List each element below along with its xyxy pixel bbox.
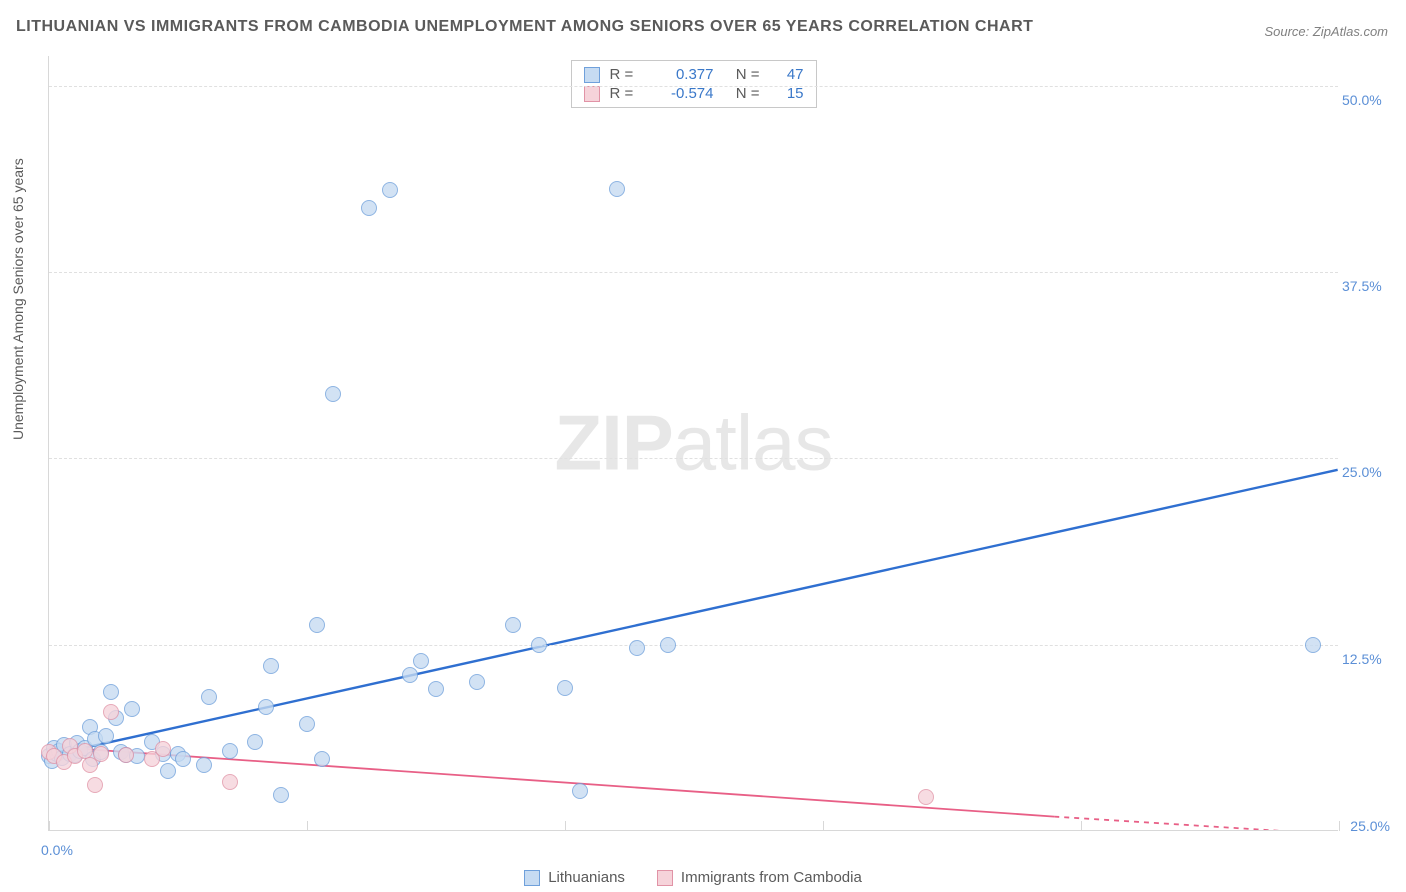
y-tick-label: 37.5%	[1342, 278, 1398, 294]
data-point	[382, 182, 398, 198]
r-label: R =	[610, 85, 640, 102]
n-value: 47	[770, 66, 804, 83]
data-point	[175, 751, 191, 767]
data-point	[258, 699, 274, 715]
data-point	[299, 716, 315, 732]
x-tick	[49, 821, 50, 831]
data-point	[402, 667, 418, 683]
r-value: 0.377	[650, 66, 714, 83]
data-point	[98, 728, 114, 744]
data-point	[309, 617, 325, 633]
legend-label: Lithuanians	[548, 869, 625, 886]
data-point	[93, 746, 109, 762]
x-tick-label: 0.0%	[41, 842, 73, 858]
x-tick	[1081, 821, 1082, 831]
data-point	[629, 640, 645, 656]
legend-swatch	[584, 67, 600, 83]
gridline	[49, 272, 1338, 273]
data-point	[124, 701, 140, 717]
data-point	[531, 637, 547, 653]
gridline	[49, 458, 1338, 459]
data-point	[314, 751, 330, 767]
r-value: -0.574	[650, 85, 714, 102]
series-legend: Lithuanians Immigrants from Cambodia	[48, 869, 1338, 886]
n-value: 15	[770, 85, 804, 102]
data-point	[413, 653, 429, 669]
x-tick	[823, 821, 824, 831]
r-label: R =	[610, 66, 640, 83]
x-tick	[565, 821, 566, 831]
data-point	[572, 783, 588, 799]
data-point	[361, 200, 377, 216]
y-tick-label: 12.5%	[1342, 651, 1398, 667]
y-axis-label: Unemployment Among Seniors over 65 years	[10, 158, 26, 440]
legend-swatch	[524, 870, 540, 886]
data-point	[325, 386, 341, 402]
legend-item: Immigrants from Cambodia	[657, 869, 862, 886]
legend-label: Immigrants from Cambodia	[681, 869, 862, 886]
data-point	[1305, 637, 1321, 653]
data-point	[505, 617, 521, 633]
data-point	[557, 680, 573, 696]
n-label: N =	[724, 85, 760, 102]
regression-lines	[49, 56, 1338, 830]
chart-title: LITHUANIAN VS IMMIGRANTS FROM CAMBODIA U…	[16, 18, 1033, 36]
data-point	[222, 774, 238, 790]
n-label: N =	[724, 66, 760, 83]
x-tick-label: 25.0%	[1350, 818, 1390, 834]
data-point	[103, 704, 119, 720]
legend-swatch	[657, 870, 673, 886]
scatter-plot-area: ZIPatlas R =0.377N =47R =-0.574N =15 12.…	[48, 56, 1338, 831]
data-point	[247, 734, 263, 750]
x-tick	[1339, 821, 1340, 831]
gridline	[49, 86, 1338, 87]
data-point	[263, 658, 279, 674]
correlation-row: R = -0.574 N = 15	[584, 84, 804, 103]
data-point	[118, 747, 134, 763]
data-point	[103, 684, 119, 700]
correlation-legend: R = 0.377 N = 47 R = -0.574 N = 15	[571, 60, 817, 108]
legend-swatch	[584, 86, 600, 102]
data-point	[469, 674, 485, 690]
data-point	[609, 181, 625, 197]
x-tick	[307, 821, 308, 831]
data-point	[77, 743, 93, 759]
data-point	[918, 789, 934, 805]
data-point	[87, 777, 103, 793]
data-point	[660, 637, 676, 653]
legend-item: Lithuanians	[524, 869, 625, 886]
watermark: ZIPatlas	[554, 398, 832, 489]
y-tick-label: 50.0%	[1342, 92, 1398, 108]
data-point	[222, 743, 238, 759]
data-point	[428, 681, 444, 697]
data-point	[201, 689, 217, 705]
source-attribution: Source: ZipAtlas.com	[1264, 24, 1388, 39]
data-point	[155, 741, 171, 757]
data-point	[160, 763, 176, 779]
data-point	[196, 757, 212, 773]
data-point	[273, 787, 289, 803]
correlation-row: R = 0.377 N = 47	[584, 65, 804, 84]
gridline	[49, 645, 1338, 646]
y-tick-label: 25.0%	[1342, 464, 1398, 480]
